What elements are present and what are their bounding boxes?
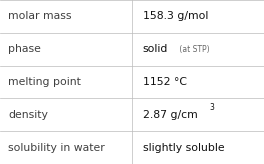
Text: solubility in water: solubility in water: [8, 143, 105, 153]
Text: 1152 °C: 1152 °C: [143, 77, 187, 87]
Text: solid: solid: [143, 44, 168, 54]
Text: 158.3 g/mol: 158.3 g/mol: [143, 11, 208, 21]
Text: phase: phase: [8, 44, 41, 54]
Text: (at STP): (at STP): [177, 45, 210, 54]
Text: density: density: [8, 110, 48, 120]
Text: slightly soluble: slightly soluble: [143, 143, 224, 153]
Text: melting point: melting point: [8, 77, 81, 87]
Text: 3: 3: [210, 103, 215, 112]
Text: 2.87 g/cm: 2.87 g/cm: [143, 110, 197, 120]
Text: molar mass: molar mass: [8, 11, 72, 21]
